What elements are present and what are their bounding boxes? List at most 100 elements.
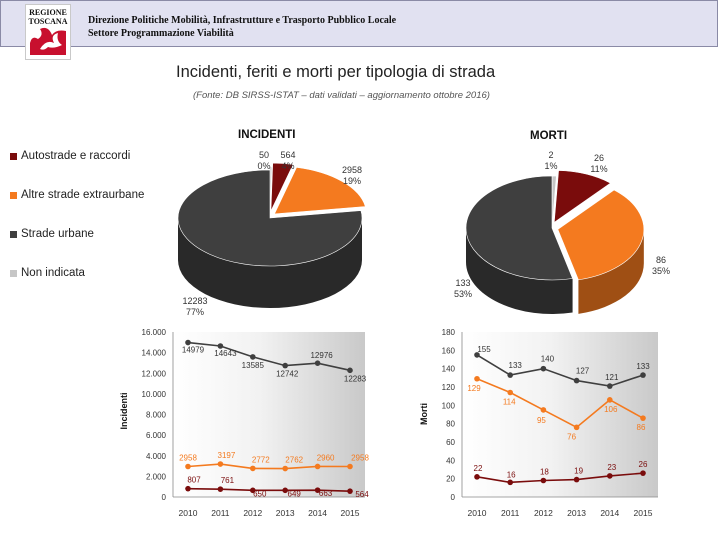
data-label: 16: [507, 470, 516, 479]
data-point: [607, 473, 613, 479]
pie-pct-label: 11%: [590, 164, 607, 174]
data-point: [217, 461, 224, 467]
pie-title: MORTI: [530, 130, 567, 142]
data-label: 121: [605, 373, 619, 382]
x-tick-label: 2012: [243, 508, 262, 518]
legend-swatch: [10, 231, 17, 238]
page-title: Incidenti, feriti e morti per tipologia …: [176, 63, 496, 81]
data-label: 564: [355, 490, 369, 499]
header-bar: REGIONE TOSCANA Direzione Politiche Mobi…: [0, 0, 718, 60]
data-point: [540, 407, 547, 413]
pie-pct-label: 4%: [281, 161, 294, 171]
data-point: [347, 463, 353, 470]
x-tick-label: 2010: [179, 508, 198, 518]
y-axis-label: Incidenti: [119, 392, 129, 429]
x-tick-label: 2010: [468, 508, 487, 518]
data-label: 23: [607, 463, 616, 472]
legend-swatch: [10, 192, 17, 199]
x-tick-label: 2013: [276, 508, 295, 518]
data-label: 2762: [285, 456, 303, 465]
data-point: [573, 377, 580, 384]
series-line: [476, 354, 644, 387]
data-point: [314, 463, 321, 470]
legend-label: Autostrade e raccordi: [21, 150, 131, 162]
data-point: [282, 465, 289, 472]
y-tick-label: 60: [446, 438, 455, 447]
legend-swatch: [10, 153, 17, 160]
data-label: 114: [503, 398, 516, 407]
data-label: 649: [288, 489, 302, 498]
y-tick-label: 40: [446, 456, 455, 465]
data-point: [314, 360, 321, 366]
pie-pct-label: 0%: [257, 161, 270, 171]
legend-label: Strade urbane: [21, 228, 94, 240]
y-tick-label: 16.000: [142, 328, 167, 337]
data-label: 95: [537, 416, 546, 425]
data-label: 19: [574, 467, 583, 476]
data-point: [314, 487, 321, 493]
line-chart-incidenti: 0 2.000 4.000 6.000 8.000 10.000 12.000 14.000 1…: [119, 328, 369, 518]
series-line: [187, 463, 351, 470]
header-department: Direzione Politiche Mobilità, Infrastrut…: [88, 15, 397, 26]
data-point: [640, 372, 646, 378]
legend-item-extraurbane: Altre strade extraurbane: [10, 189, 180, 203]
logo-line2: TOSCANA: [28, 17, 68, 26]
y-tick-label: 120: [442, 383, 456, 392]
data-point: [282, 487, 289, 494]
legend-item-urbane: Strade urbane: [10, 228, 180, 242]
legend-label: Non indicata: [21, 267, 85, 279]
series-line: [187, 341, 351, 372]
pie-slice: [465, 175, 574, 281]
data-label: 650: [253, 489, 267, 498]
pie-pct-label: 35%: [652, 266, 670, 276]
data-label: 133: [509, 361, 523, 370]
data-point: [185, 485, 191, 492]
data-point: [185, 339, 191, 346]
data-point: [507, 479, 513, 486]
y-tick-label: 4.000: [146, 452, 167, 461]
pie-slice: [273, 167, 366, 215]
data-label: 14643: [214, 349, 237, 358]
pie-slice: [270, 162, 294, 212]
data-point: [640, 415, 646, 421]
y-tick-label: 20: [446, 475, 455, 484]
data-point: [607, 383, 613, 389]
pie-side: [578, 229, 644, 314]
pie-value-label: 26: [594, 153, 604, 163]
y-tick-label: 80: [446, 420, 455, 429]
data-label: 26: [639, 460, 648, 469]
y-tick-label: 160: [442, 346, 456, 355]
plot-area: [173, 332, 365, 497]
data-point: [217, 486, 224, 492]
y-tick-label: 180: [442, 328, 456, 337]
pie-value-label: 2958: [342, 165, 362, 175]
legend-item-autostrade: Autostrade e raccordi: [10, 150, 180, 164]
data-label: 807: [187, 476, 201, 485]
pie-side: [178, 218, 362, 308]
logo-line1: REGIONE: [29, 8, 67, 17]
x-tick-label: 2012: [534, 508, 553, 518]
y-tick-label: 14.000: [142, 349, 167, 358]
data-label: 2960: [317, 453, 335, 462]
data-label: 12742: [276, 370, 299, 379]
data-label: 2958: [351, 453, 369, 462]
pie-value-label: 564: [280, 150, 295, 160]
data-label: 18: [540, 468, 549, 477]
x-tick-label: 2015: [634, 508, 653, 518]
data-label: 155: [477, 345, 491, 354]
data-label: 2958: [179, 453, 197, 462]
pie-slice: [177, 169, 363, 267]
data-label: 663: [319, 489, 333, 498]
pie-value-label: 86: [656, 255, 666, 265]
data-label: 106: [604, 405, 618, 414]
y-tick-label: 12.000: [142, 369, 167, 378]
data-point: [640, 470, 646, 476]
y-tick-label: 2.000: [146, 472, 167, 481]
data-label: 22: [474, 464, 483, 473]
data-point: [282, 362, 289, 369]
data-point: [573, 476, 580, 483]
data-point: [507, 389, 513, 396]
series-line: [476, 472, 644, 484]
